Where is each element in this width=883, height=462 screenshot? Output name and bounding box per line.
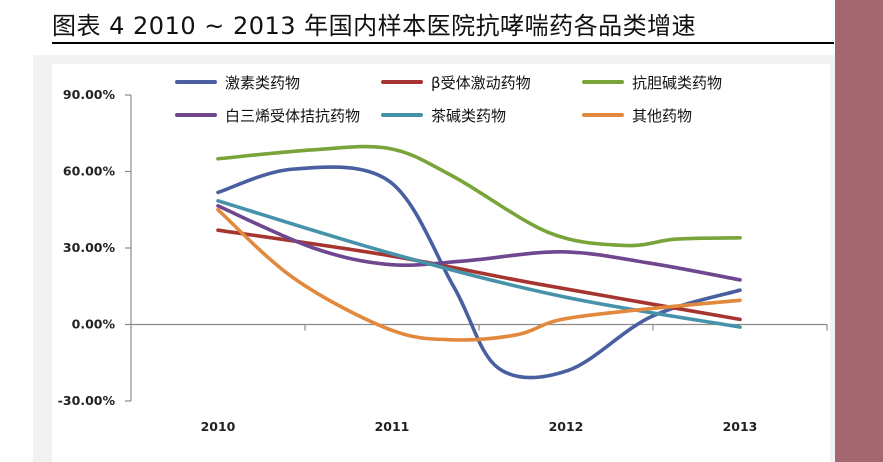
x-tick-label: 2012 xyxy=(549,419,584,434)
y-tick-label: 30.00% xyxy=(63,240,116,255)
y-tick-label: 90.00% xyxy=(63,87,116,102)
legend-label: 抗胆碱类药物 xyxy=(632,73,723,92)
legend-item-3: 抗胆碱类药物 xyxy=(582,70,722,94)
legend-swatch xyxy=(175,113,217,117)
title-underline xyxy=(52,42,834,44)
series-line-6 xyxy=(216,208,742,342)
legend-item-1: 激素类药物 xyxy=(175,70,300,94)
legend-swatch xyxy=(381,80,423,84)
legend-swatch xyxy=(582,80,624,84)
legend-label: 激素类药物 xyxy=(225,73,301,92)
x-tick-label: 2013 xyxy=(723,419,758,434)
legend-label: 茶碱类药物 xyxy=(431,106,507,125)
x-tick-label: 2011 xyxy=(375,419,410,434)
legend-item-4: 白三烯受体拮抗药物 xyxy=(175,103,360,127)
legend-swatch xyxy=(175,80,217,84)
series-line-3 xyxy=(216,144,742,248)
y-tick-label: 0.00% xyxy=(72,317,116,332)
legend: 激素类药物 β受体激动药物 抗胆碱类药物白三烯受体拮抗药物 茶碱类药物 其他药物 xyxy=(175,70,795,130)
legend-label: 白三烯受体拮抗药物 xyxy=(225,106,361,125)
series-line-5 xyxy=(216,199,742,329)
legend-item-6: 其他药物 xyxy=(582,103,692,127)
decorative-side-bar xyxy=(835,0,883,462)
x-tick-label: 2010 xyxy=(201,419,236,434)
series-line-1 xyxy=(216,165,742,380)
legend-item-2: β受体激动药物 xyxy=(381,70,531,94)
page-title: 图表 4 2010 ~ 2013 年国内样本医院抗哮喘药各品类增速 xyxy=(52,12,697,40)
y-tick-label: 60.00% xyxy=(63,164,116,179)
legend-item-5: 茶碱类药物 xyxy=(381,103,506,127)
series-line-4 xyxy=(216,204,742,282)
y-tick-label: -30.00% xyxy=(58,393,116,408)
legend-swatch xyxy=(582,113,624,117)
legend-label: β受体激动药物 xyxy=(431,73,531,92)
legend-swatch xyxy=(381,113,423,117)
legend-label: 其他药物 xyxy=(632,106,693,125)
